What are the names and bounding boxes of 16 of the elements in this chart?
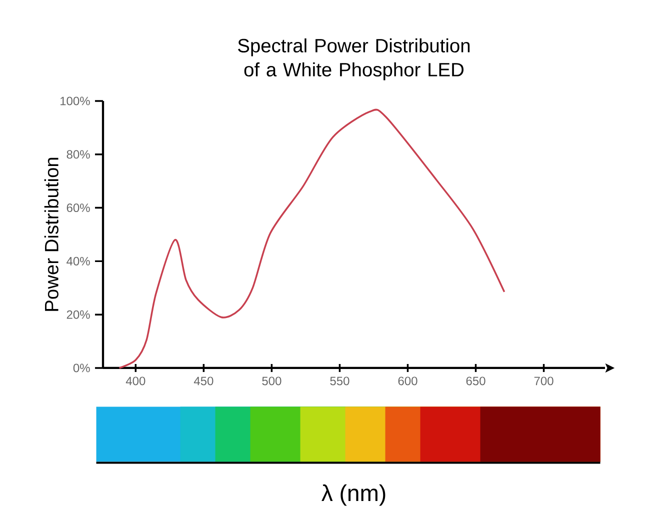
y-tick-label: 80% bbox=[66, 150, 90, 159]
x-tick-label: 600 bbox=[398, 376, 418, 386]
chart-title: Spectral Power Distribution of a White Phosphor LED bbox=[238, 38, 470, 80]
y-tick-label: 20% bbox=[66, 310, 90, 319]
x-tick-label: 450 bbox=[194, 376, 214, 386]
y-axis-title: Power Distribution bbox=[44, 158, 58, 311]
x-tick-label: 650 bbox=[466, 376, 486, 386]
y-tick-label: 100% bbox=[60, 96, 90, 106]
y-tick-label: 40% bbox=[66, 256, 90, 266]
y-tick-label: 0% bbox=[73, 364, 90, 372]
x-tick-label: 550 bbox=[330, 376, 350, 386]
x-tick-label: 500 bbox=[262, 376, 282, 386]
x-tick-label: 400 bbox=[126, 376, 146, 386]
y-tick-label: 60% bbox=[66, 204, 90, 212]
x-axis-title: λ (nm) bbox=[322, 484, 386, 506]
x-tick-label: 700 bbox=[534, 376, 554, 386]
